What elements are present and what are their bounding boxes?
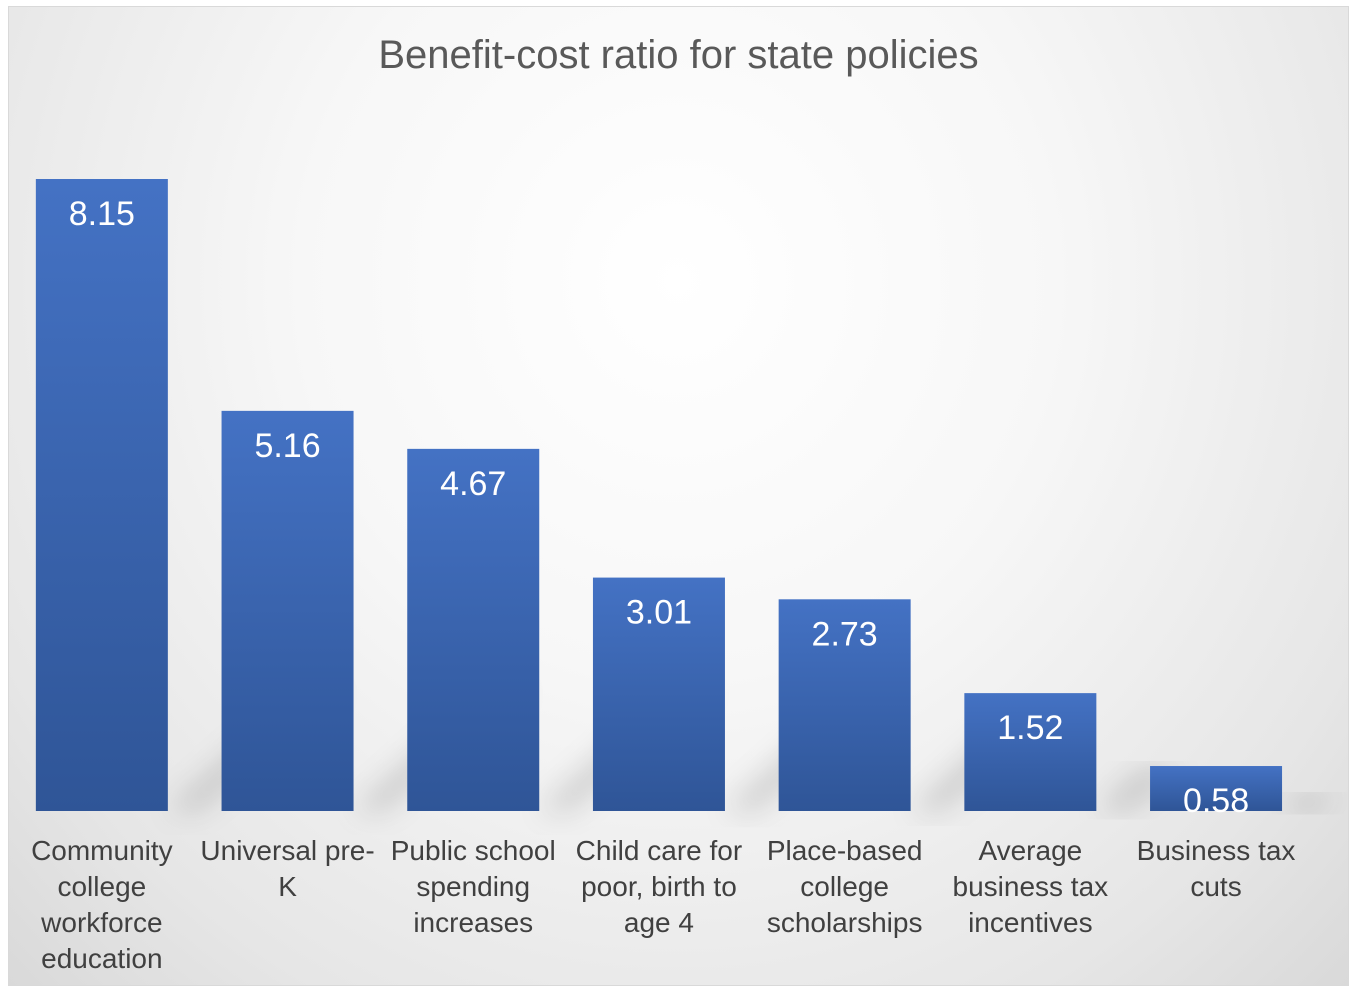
bar xyxy=(1150,766,1283,811)
category-label: Place-based college scholarships xyxy=(766,835,923,938)
bar xyxy=(778,599,911,811)
bar xyxy=(35,179,168,811)
bar xyxy=(407,448,540,811)
data-label: 3.01 xyxy=(626,594,692,632)
bar xyxy=(964,693,1097,811)
category-label: Child care for poor, birth to age 4 xyxy=(575,835,743,938)
data-label: 4.67 xyxy=(440,465,506,503)
data-label: 8.15 xyxy=(69,195,135,233)
bar-shadow xyxy=(1282,795,1340,811)
category-label: Community college workforce education xyxy=(31,835,173,974)
bars xyxy=(35,179,1283,811)
data-label: 1.52 xyxy=(997,709,1063,747)
bar xyxy=(221,410,354,811)
bar xyxy=(592,577,725,811)
chart-title: Benefit-cost ratio for state policies xyxy=(378,33,979,77)
category-label: Universal pre-K xyxy=(200,835,375,902)
data-label: 5.16 xyxy=(254,427,320,465)
category-label: Public school spending increases xyxy=(390,835,556,938)
data-labels: 8.15 5.16 4.67 3.01 2.73 1.52 0.58 xyxy=(69,195,1249,820)
category-label: Business tax cuts xyxy=(1136,835,1296,902)
chart-plot: 8.15 5.16 4.67 3.01 2.73 1.52 0.58 xyxy=(35,179,1340,820)
chart-frame: Benefit-cost ratio for state policies 8.… xyxy=(8,6,1349,986)
data-label: 0.58 xyxy=(1183,782,1249,820)
category-label: Average business tax incentives xyxy=(952,835,1109,938)
data-label: 2.73 xyxy=(812,615,878,653)
